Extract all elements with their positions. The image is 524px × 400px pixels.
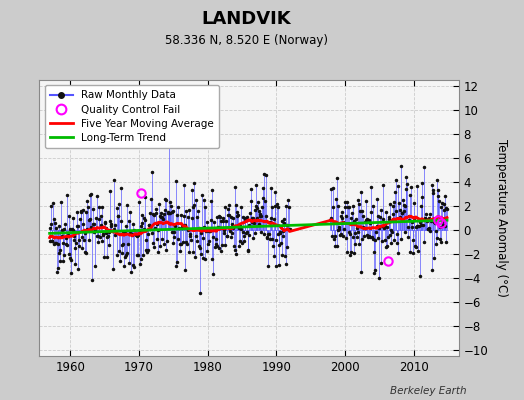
Text: LANDVIK: LANDVIK: [201, 10, 291, 28]
Legend: Raw Monthly Data, Quality Control Fail, Five Year Moving Average, Long-Term Tren: Raw Monthly Data, Quality Control Fail, …: [45, 85, 219, 148]
Text: 58.336 N, 8.520 E (Norway): 58.336 N, 8.520 E (Norway): [165, 34, 328, 47]
Text: Berkeley Earth: Berkeley Earth: [390, 386, 466, 396]
Y-axis label: Temperature Anomaly (°C): Temperature Anomaly (°C): [495, 139, 508, 297]
